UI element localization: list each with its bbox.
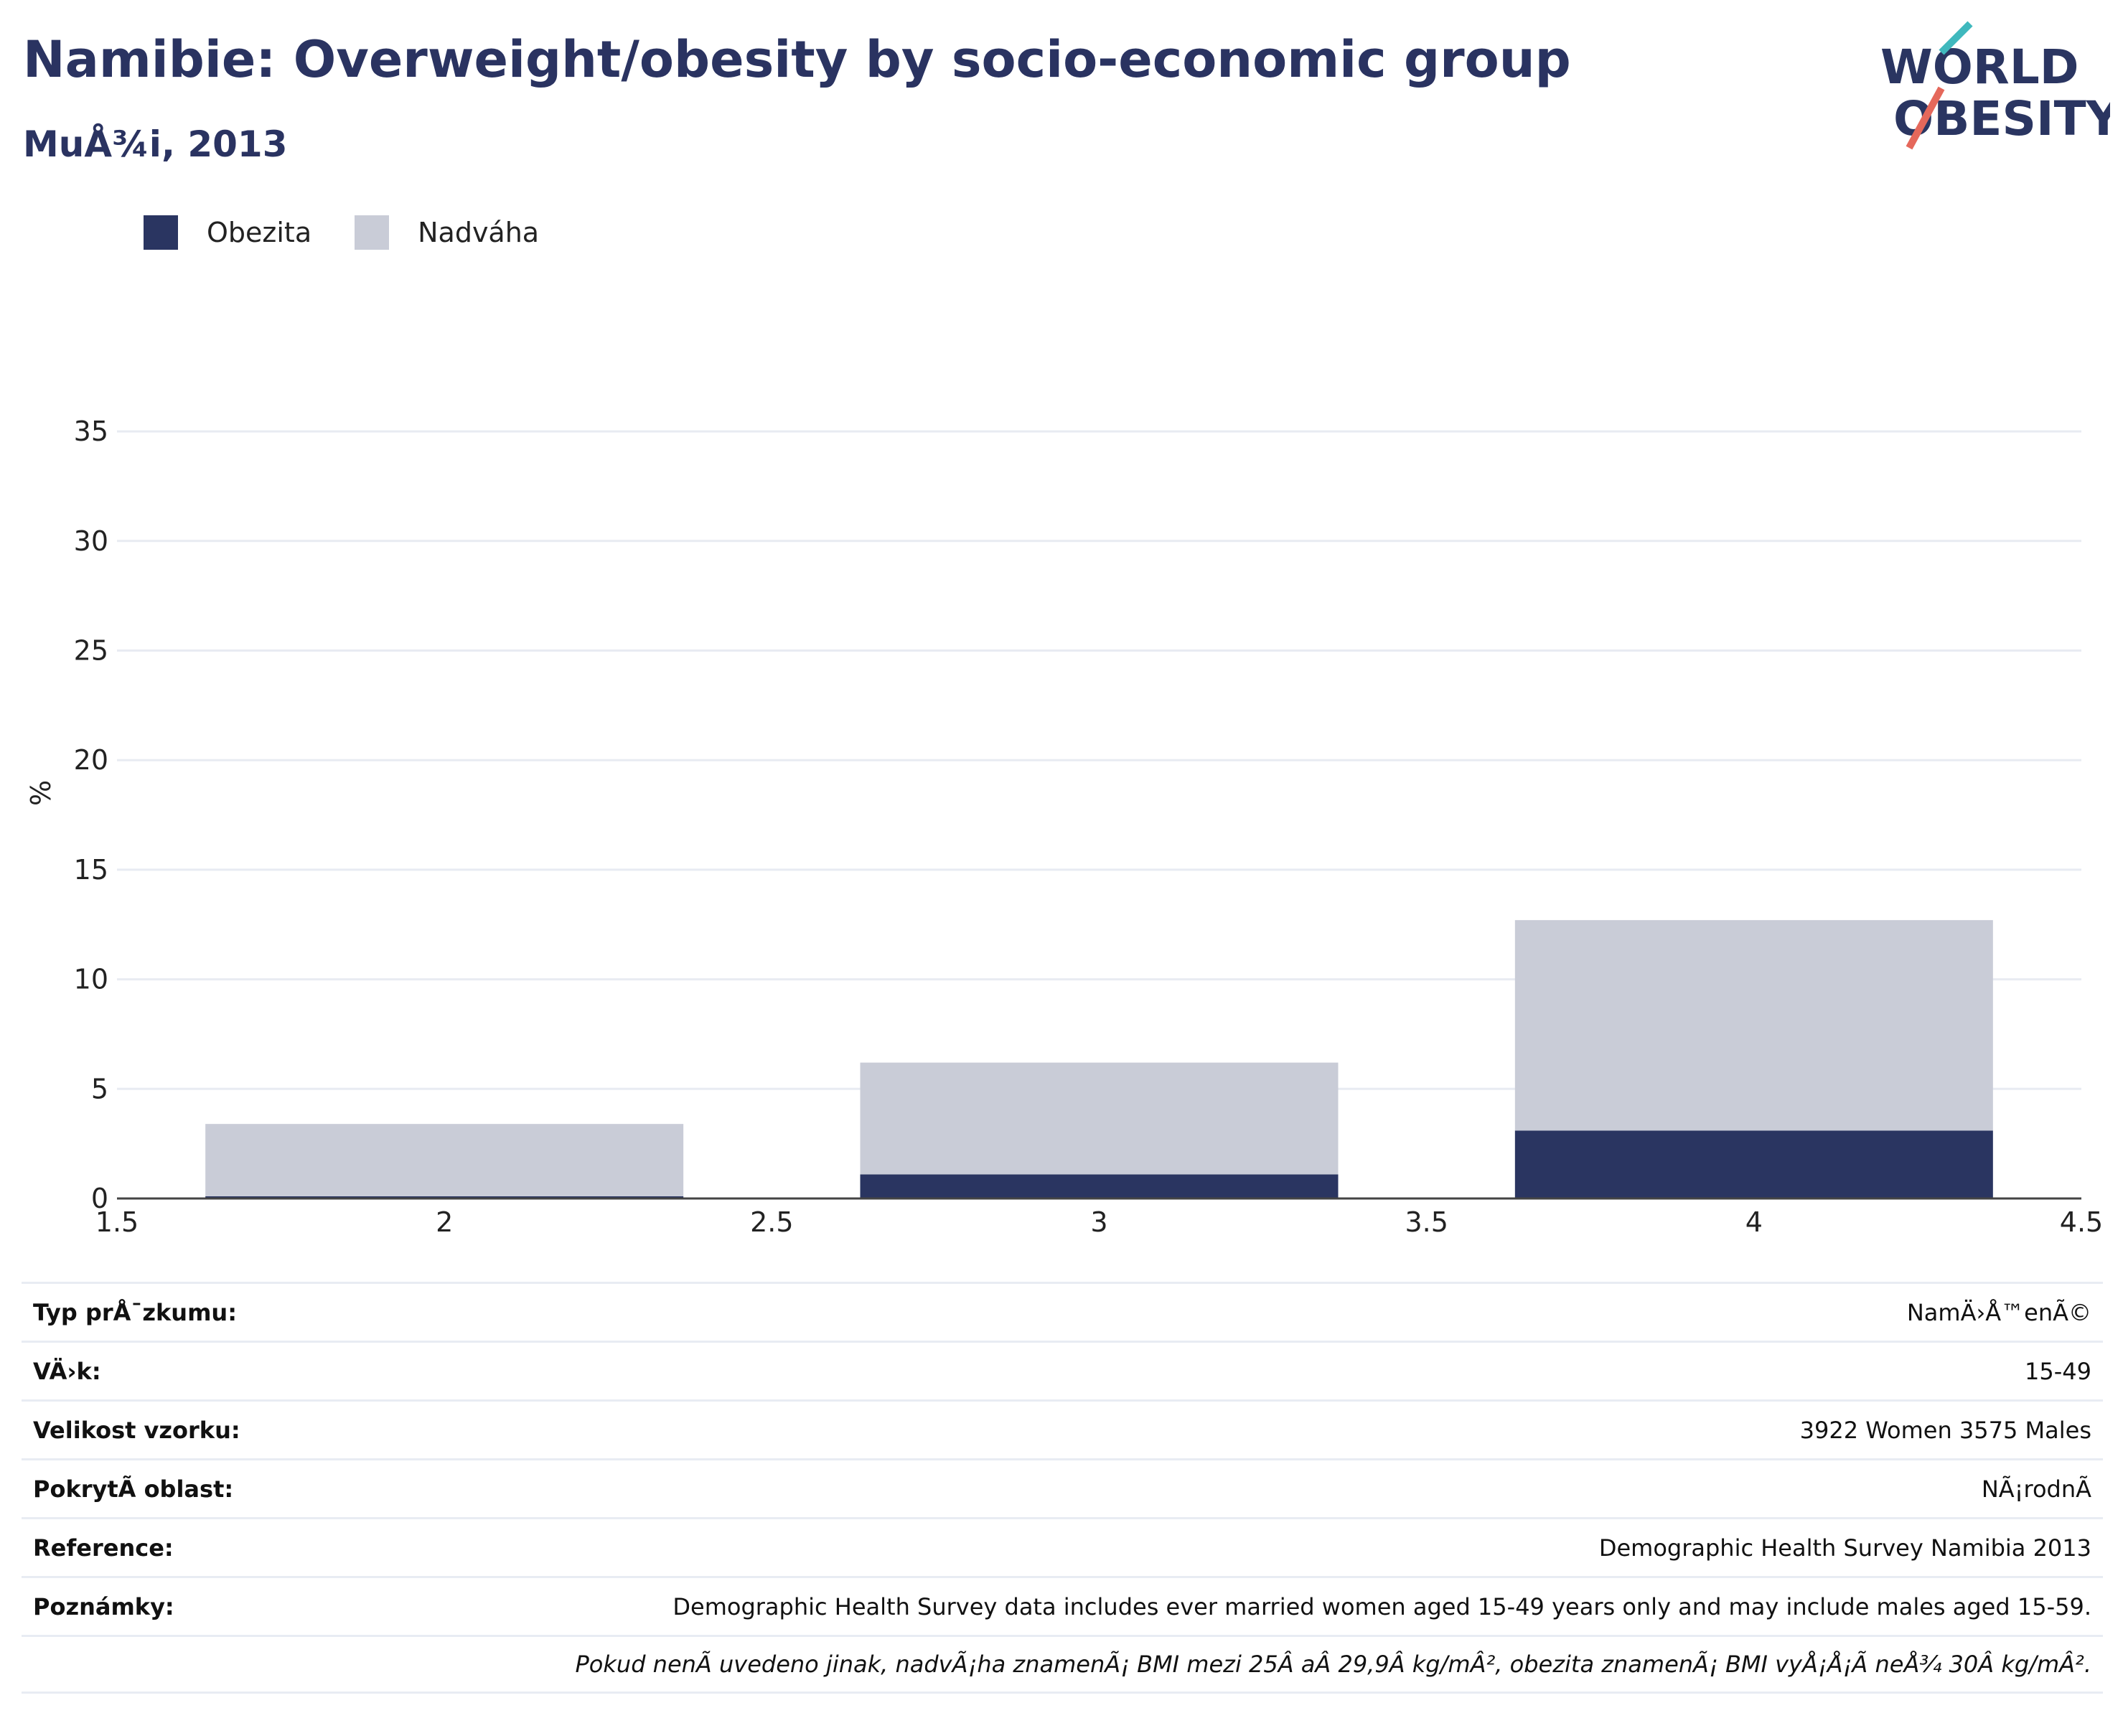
table-row-sample-size: Velikost vzorku: 3922 Women 3575 Males	[22, 1399, 2103, 1458]
legend-swatch-obesity	[144, 215, 178, 250]
row-label: PokrytÃ­ oblast:	[33, 1475, 234, 1503]
y-tick-label: 5	[91, 1073, 108, 1104]
y-tick-label: 0	[91, 1183, 108, 1214]
bar-obesity	[1514, 1130, 1993, 1198]
y-tick-label: 15	[74, 854, 108, 886]
x-tick-label: 3	[1090, 1206, 1107, 1238]
x-tick-label: 3.5	[1405, 1206, 1448, 1238]
footnote: Pokud nenÃ­ uvedeno jinak, nadvÃ¡ha znam…	[575, 1651, 2092, 1678]
legend-label-overweight: Nadváha	[418, 217, 540, 248]
bar-overweight	[860, 1062, 1339, 1175]
x-tick-label: 4	[1745, 1206, 1763, 1238]
metadata-table: Typ prÅ¯zkumu: NamÄ›Å™enÃ© VÄ›k: 15-49 V…	[22, 1282, 2103, 1694]
bar-obesity	[205, 1196, 684, 1198]
table-row-footnote: Pokud nenÃ­ uvedeno jinak, nadvÃ¡ha znam…	[22, 1635, 2103, 1694]
table-row-coverage: PokrytÃ­ oblast: NÃ¡rodnÃ­	[22, 1458, 2103, 1517]
y-tick-label: 20	[74, 744, 108, 776]
bar-obesity	[860, 1174, 1339, 1198]
chart-title: Namibie: Overweight/obesity by socio-eco…	[23, 30, 1571, 89]
y-tick-label: 35	[74, 416, 108, 447]
y-tick-label: 10	[74, 964, 108, 995]
row-value: NÃ¡rodnÃ­	[1981, 1475, 2091, 1503]
row-value: 3922 Women 3575 Males	[1799, 1416, 2091, 1444]
table-row-reference: Reference: Demographic Health Survey Nam…	[22, 1517, 2103, 1576]
y-axis-label: %	[25, 780, 57, 806]
chart-subtitle: MuÅ¾i, 2013	[23, 123, 288, 165]
y-tick-label: 25	[74, 634, 108, 666]
logo-teal-slash	[1939, 21, 1973, 55]
row-label: Velikost vzorku:	[33, 1416, 240, 1444]
row-label: Poznámky:	[33, 1592, 174, 1620]
row-label: Reference:	[33, 1534, 174, 1562]
bar-chart: 0 5 10 15 20 25 30 35% 1.5 2 2.5 3 3.5 4 4.5	[25, 416, 2103, 1238]
row-value: 15-49	[2025, 1357, 2091, 1385]
logo-line2: OBESITY	[1893, 91, 2110, 146]
logo-red-slash	[1906, 86, 1945, 150]
legend-item-obesity[interactable]: Obezita	[144, 215, 311, 250]
x-tick-label: 2.5	[750, 1206, 793, 1238]
table-row-age: VÄ›k: 15-49	[22, 1341, 2103, 1399]
bar-overweight	[205, 1124, 684, 1196]
logo-line1: WORLD	[1880, 39, 2079, 95]
x-tick-label: 4.5	[2060, 1206, 2103, 1238]
legend-item-overweight[interactable]: Nadváha	[355, 215, 539, 250]
row-value: Demographic Health Survey data includes …	[672, 1592, 2091, 1620]
bar-overweight	[1514, 920, 1993, 1131]
x-tick-label: 2	[436, 1206, 453, 1238]
chart-legend: Obezita Nadváha	[144, 211, 582, 254]
legend-label-obesity: Obezita	[207, 217, 312, 248]
x-tick-label: 1.5	[95, 1206, 139, 1238]
row-value: NamÄ›Å™enÃ©	[1906, 1298, 2091, 1326]
row-value: Demographic Health Survey Namibia 2013	[1598, 1534, 2091, 1562]
world-obesity-logo: WORLD OBESITY	[1880, 21, 2110, 150]
row-label: Typ prÅ¯zkumu:	[33, 1298, 237, 1326]
table-row-survey-type: Typ prÅ¯zkumu: NamÄ›Å™enÃ©	[22, 1282, 2103, 1341]
y-tick-label: 30	[74, 525, 108, 557]
row-label: VÄ›k:	[33, 1357, 101, 1385]
table-row-notes: Poznámky: Demographic Health Survey data…	[22, 1576, 2103, 1635]
legend-swatch-overweight	[355, 215, 390, 250]
